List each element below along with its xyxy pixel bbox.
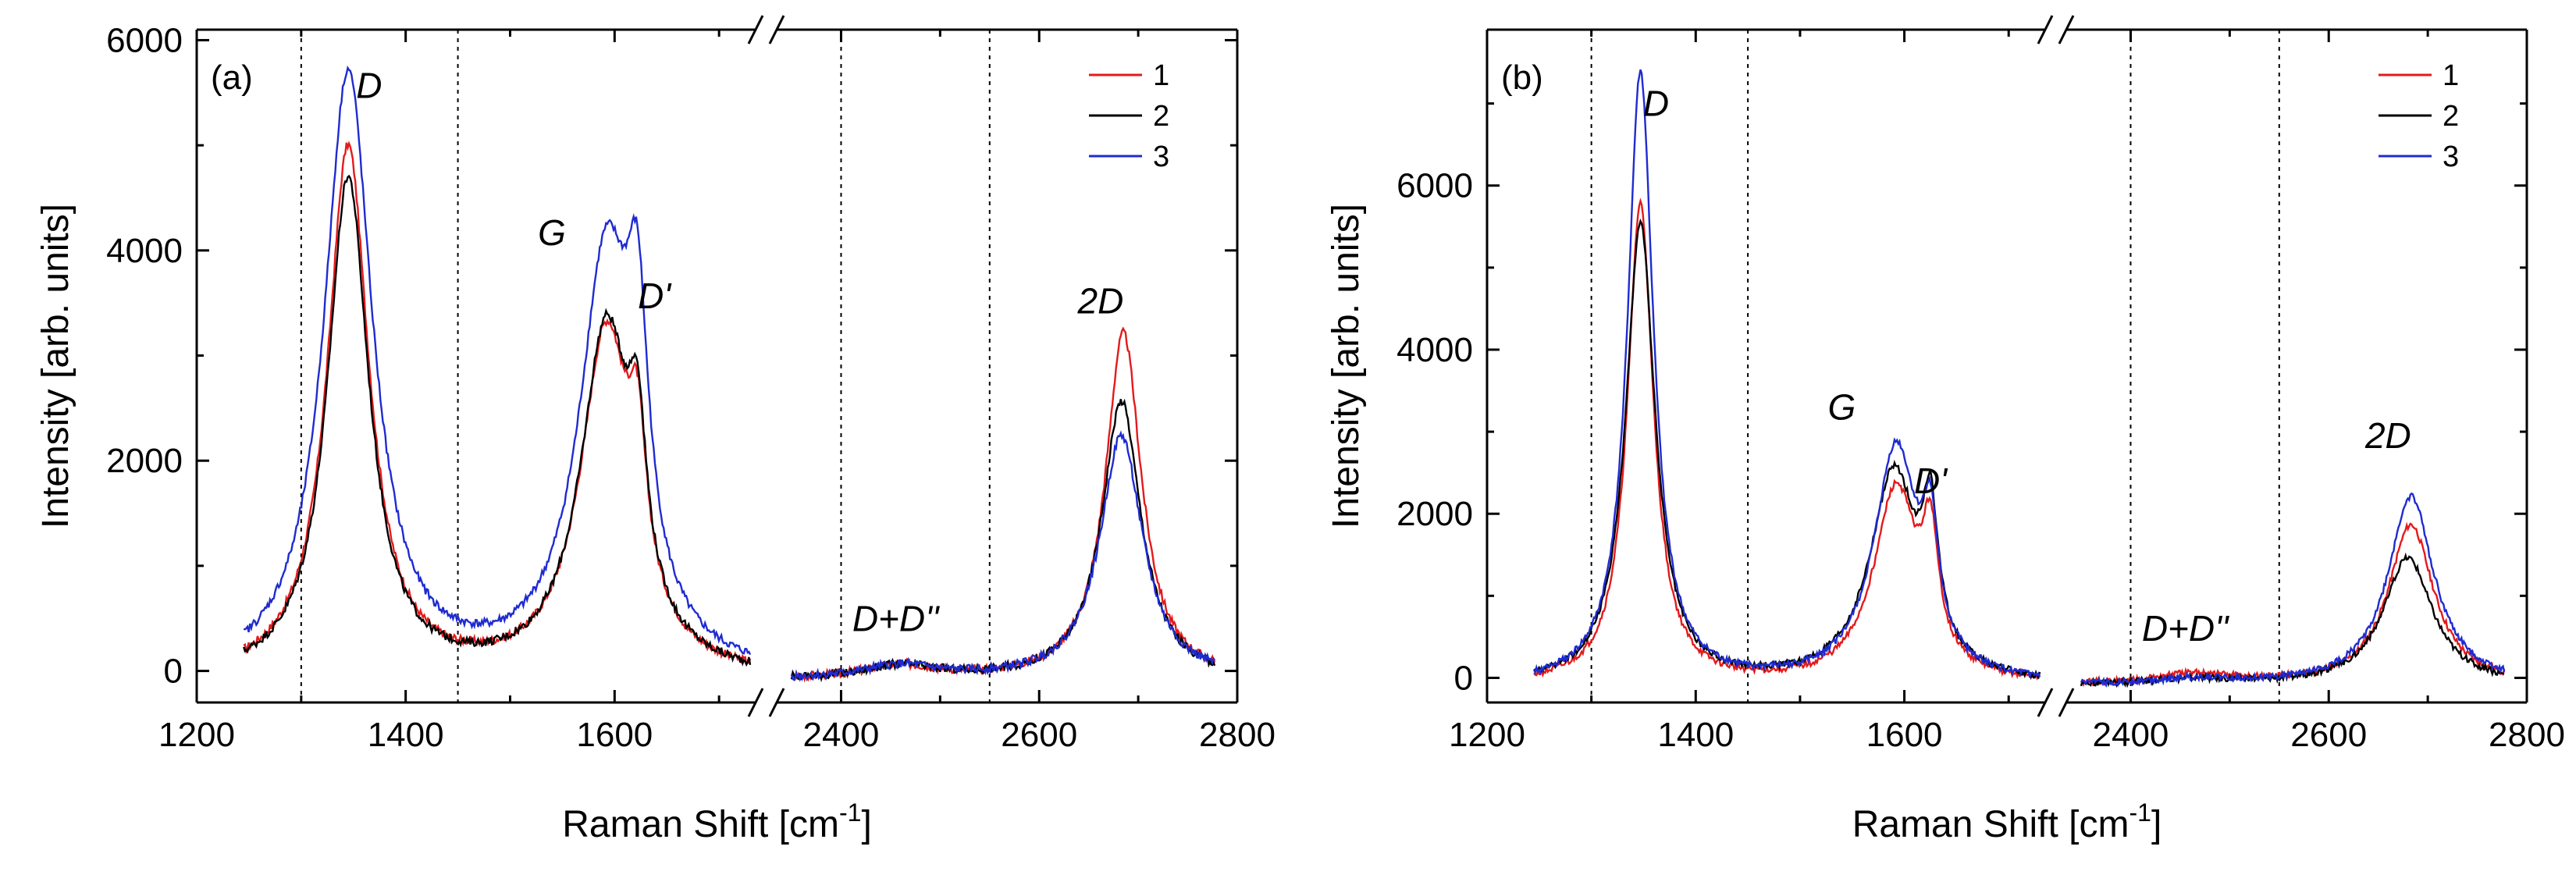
legend-label-1: 1 — [2443, 59, 2459, 92]
x-tick-label: 2600 — [2290, 716, 2367, 754]
y-tick-label: 6000 — [1397, 167, 1473, 205]
y-axis-title: Intensity [arb. units] — [35, 204, 76, 528]
x-axis-title-superscript: -1 — [839, 798, 861, 827]
panel-label: (a) — [211, 59, 253, 97]
series-1-line — [2080, 521, 2506, 688]
y-tick-label: 6000 — [106, 21, 183, 59]
axis-break-mark — [2058, 688, 2075, 717]
x-axis-title: Raman Shift [cm-1] — [1852, 798, 2162, 845]
panel-a: 1200 1400 1600 2400 2600 2800 0 2000 4000 6000 Ram… — [35, 15, 1276, 845]
series-3-line — [1532, 69, 2041, 678]
peak-annotation: D — [356, 66, 382, 106]
axis-break-mark — [747, 688, 764, 717]
peak-annotation: D — [1643, 83, 1669, 123]
x-tick-label: 1400 — [1657, 716, 1734, 754]
x-tick-label: 1200 — [1449, 716, 1525, 754]
x-tick-label: 2600 — [1001, 716, 1077, 754]
axes — [1485, 15, 2528, 717]
legend-label-3: 3 — [2443, 140, 2459, 173]
peak-annotation: G — [1828, 386, 1856, 427]
series-3-line — [2080, 492, 2506, 688]
x-axis-title: Raman Shift [cm-1] — [562, 798, 872, 845]
y-tick-label: 2000 — [1397, 495, 1473, 533]
series-2-line — [1533, 218, 2041, 681]
peak-annotation: 2D — [1076, 281, 1123, 322]
axes — [195, 15, 1239, 717]
series-1-line — [243, 140, 752, 665]
axis-break-mark — [2037, 688, 2054, 717]
peak-annotation: G — [538, 212, 566, 253]
peak-annotation: D' — [1914, 461, 1948, 501]
x-axis-title-superscript: -1 — [2129, 798, 2151, 827]
x-tick-label: 2400 — [803, 716, 880, 754]
series-3-line — [790, 430, 1216, 682]
legend: 1 2 3 — [2379, 59, 2459, 173]
axis-break-mark — [747, 15, 764, 44]
legend-label-1: 1 — [1153, 59, 1169, 92]
x-axis-title-main: Raman Shift [cm — [562, 804, 839, 845]
x-axis-title-end: ] — [2151, 804, 2161, 845]
x-tick-label: 1600 — [1866, 716, 1943, 754]
y-axis-title: Intensity [arb. units] — [1325, 204, 1367, 528]
x-tick-label: 2400 — [2093, 716, 2169, 754]
legend-label-3: 3 — [1153, 140, 1169, 173]
axis-break-mark — [768, 15, 785, 44]
x-axis-title-end: ] — [861, 804, 871, 845]
x-tick-label: 1200 — [158, 716, 235, 754]
peak-annotation: 2D — [2364, 415, 2411, 456]
axis-break-mark — [2058, 15, 2075, 44]
series-2-line — [243, 174, 752, 667]
y-tick-label: 4000 — [106, 232, 183, 270]
peak-annotation: D' — [638, 276, 672, 316]
x-tick-label: 1400 — [368, 716, 444, 754]
y-tick-label: 4000 — [1397, 331, 1473, 369]
axis-break-mark — [768, 688, 785, 717]
y-tick-label: 2000 — [106, 442, 183, 480]
x-tick-label: 1600 — [576, 716, 653, 754]
series-3-line — [243, 65, 752, 656]
legend: 1 2 3 — [1089, 59, 1169, 173]
peak-annotation: D+D'' — [852, 598, 941, 638]
series-1-line — [791, 326, 1216, 683]
y-tick-label: 0 — [164, 653, 183, 691]
axis-break-mark — [2037, 15, 2054, 44]
peak-annotation: D+D'' — [2142, 608, 2230, 649]
legend-label-2: 2 — [2443, 100, 2459, 133]
x-axis-title-main: Raman Shift [cm — [1852, 804, 2129, 845]
panel-b: 1200 1400 1600 2400 2600 2800 0 2000 4000 6000 Ram… — [1325, 15, 2565, 845]
series-1-line — [1533, 197, 2041, 681]
legend-label-2: 2 — [1153, 100, 1169, 133]
x-tick-label: 2800 — [1199, 716, 1276, 754]
panel-label: (b) — [1501, 59, 1543, 97]
x-tick-label: 2800 — [2489, 716, 2565, 754]
y-tick-label: 0 — [1454, 659, 1473, 697]
